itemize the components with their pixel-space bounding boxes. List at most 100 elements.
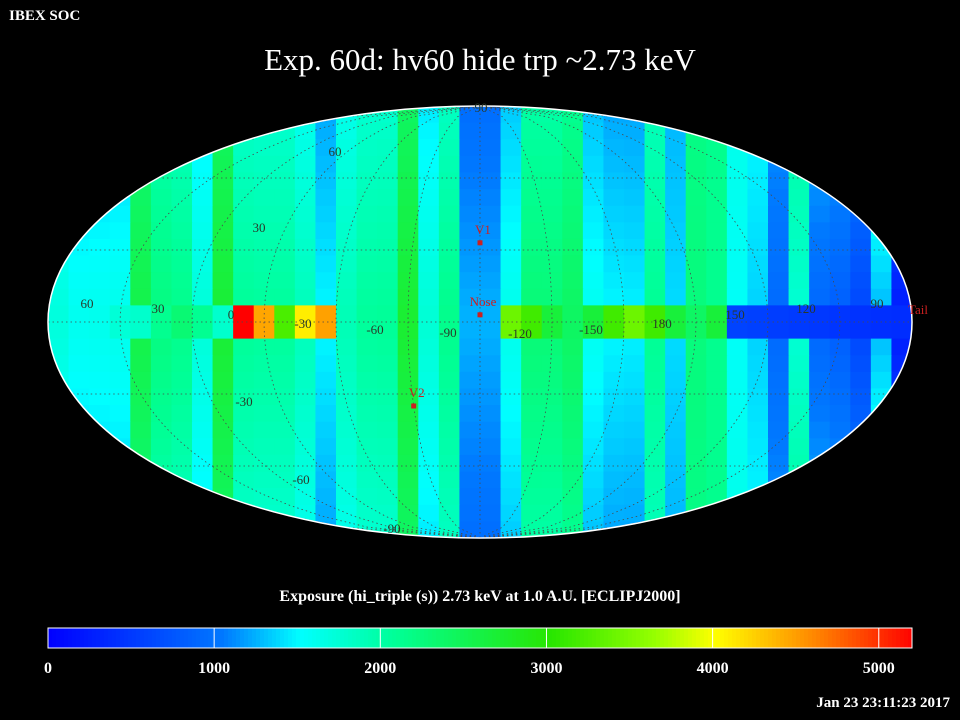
exposure-cell [706, 371, 728, 390]
colorbar-segment [652, 628, 657, 648]
exposure-cell [500, 371, 522, 390]
exposure-cell [89, 371, 111, 390]
colorbar-segment [164, 628, 169, 648]
colorbar-segment [264, 628, 269, 648]
exposure-cell [68, 305, 90, 323]
exposure-cell [171, 454, 193, 473]
colorbar-segment [716, 628, 721, 648]
exposure-cell [500, 189, 522, 207]
exposure-cell [418, 371, 440, 390]
exposure-cell [562, 288, 584, 306]
colorbar-segment [304, 628, 309, 648]
exposure-cell [438, 471, 461, 489]
exposure-cell [233, 288, 255, 306]
exposure-cell [541, 488, 563, 506]
colorbar-segment [216, 628, 221, 648]
exposure-cell [480, 454, 502, 473]
colorbar-segment [184, 628, 189, 648]
exposure-cell [150, 238, 173, 257]
colorbar-segment [556, 628, 561, 648]
exposure-cell [212, 371, 234, 390]
exposure-cell [768, 338, 790, 356]
exposure-cell [418, 322, 440, 340]
exposure-cell [706, 288, 728, 306]
colorbar-title: Exposure (hi_triple (s)) 2.73 keV at 1.0… [279, 588, 681, 605]
exposure-cell [480, 139, 502, 157]
exposure-cell [315, 438, 337, 456]
exposure-cell [644, 471, 666, 489]
exposure-cell [850, 338, 872, 356]
colorbar-segment [792, 628, 797, 648]
colorbar-segment [104, 628, 109, 648]
exposure-cell [521, 488, 543, 506]
exposure-cell [253, 139, 275, 157]
exposure-cell [253, 205, 275, 223]
exposure-cell [68, 255, 90, 273]
exposure-cell [294, 322, 317, 340]
colorbar-segment [580, 628, 585, 648]
exposure-cell [809, 205, 831, 223]
exposure-cell [726, 155, 749, 174]
exposure-cell [418, 488, 440, 506]
colorbar-segment [732, 628, 737, 648]
colorbar-segment [744, 628, 749, 648]
exposure-cell [336, 438, 358, 456]
latitude-label: -60 [292, 472, 309, 487]
longitude-gridline [191, 106, 481, 538]
exposure-cell [480, 272, 502, 290]
exposure-cell [336, 172, 358, 190]
exposure-cell [624, 288, 646, 306]
exposure-cell [582, 288, 605, 306]
exposure-cell [870, 255, 893, 273]
exposure-cell [644, 488, 666, 506]
exposure-cell [438, 255, 461, 273]
exposure-cell [377, 438, 399, 456]
exposure-cell [356, 338, 378, 356]
exposure-cell [418, 504, 440, 522]
exposure-cell [500, 322, 522, 340]
latitude-label: -30 [235, 394, 252, 409]
exposure-cell [685, 172, 707, 190]
exposure-cell [644, 355, 666, 373]
exposure-cell [624, 305, 646, 323]
exposure-cell [438, 205, 461, 223]
exposure-cell [768, 155, 790, 174]
exposure-cell [829, 238, 851, 257]
colorbar-segment [276, 628, 281, 648]
exposure-cell [809, 238, 831, 257]
exposure-cell [315, 405, 337, 423]
colorbar-segment [612, 628, 617, 648]
colorbar-segment [240, 628, 245, 648]
exposure-cell [809, 355, 831, 373]
exposure-cell [192, 405, 214, 423]
exposure-cell [768, 172, 790, 190]
exposure-cell [459, 122, 481, 140]
exposure-cell [685, 371, 707, 390]
exposure-cell [397, 122, 419, 140]
exposure-cell [397, 189, 419, 207]
exposure-cell [644, 272, 666, 290]
colorbar-segment [668, 628, 673, 648]
colorbar-segment [844, 628, 849, 648]
exposure-cell [397, 322, 419, 340]
exposure-cell [253, 371, 275, 390]
exposure-cell [130, 288, 152, 306]
exposure-cell [397, 355, 419, 373]
exposure-cell [809, 189, 831, 207]
longitude-gridline [479, 106, 769, 538]
exposure-cell [418, 338, 440, 356]
exposure-cell [109, 305, 131, 323]
exposure-cell [850, 222, 872, 240]
exposure-cell [562, 222, 584, 240]
exposure-cell [356, 471, 378, 489]
exposure-cell [541, 272, 563, 290]
exposure-cell [336, 272, 358, 290]
exposure-cell [500, 471, 522, 489]
colorbar-segment [596, 628, 601, 648]
exposure-cell [68, 222, 90, 240]
colorbar-segment [824, 628, 829, 648]
exposure-cell [274, 172, 296, 190]
exposure-cell [480, 504, 502, 522]
exposure-cell [336, 305, 358, 323]
